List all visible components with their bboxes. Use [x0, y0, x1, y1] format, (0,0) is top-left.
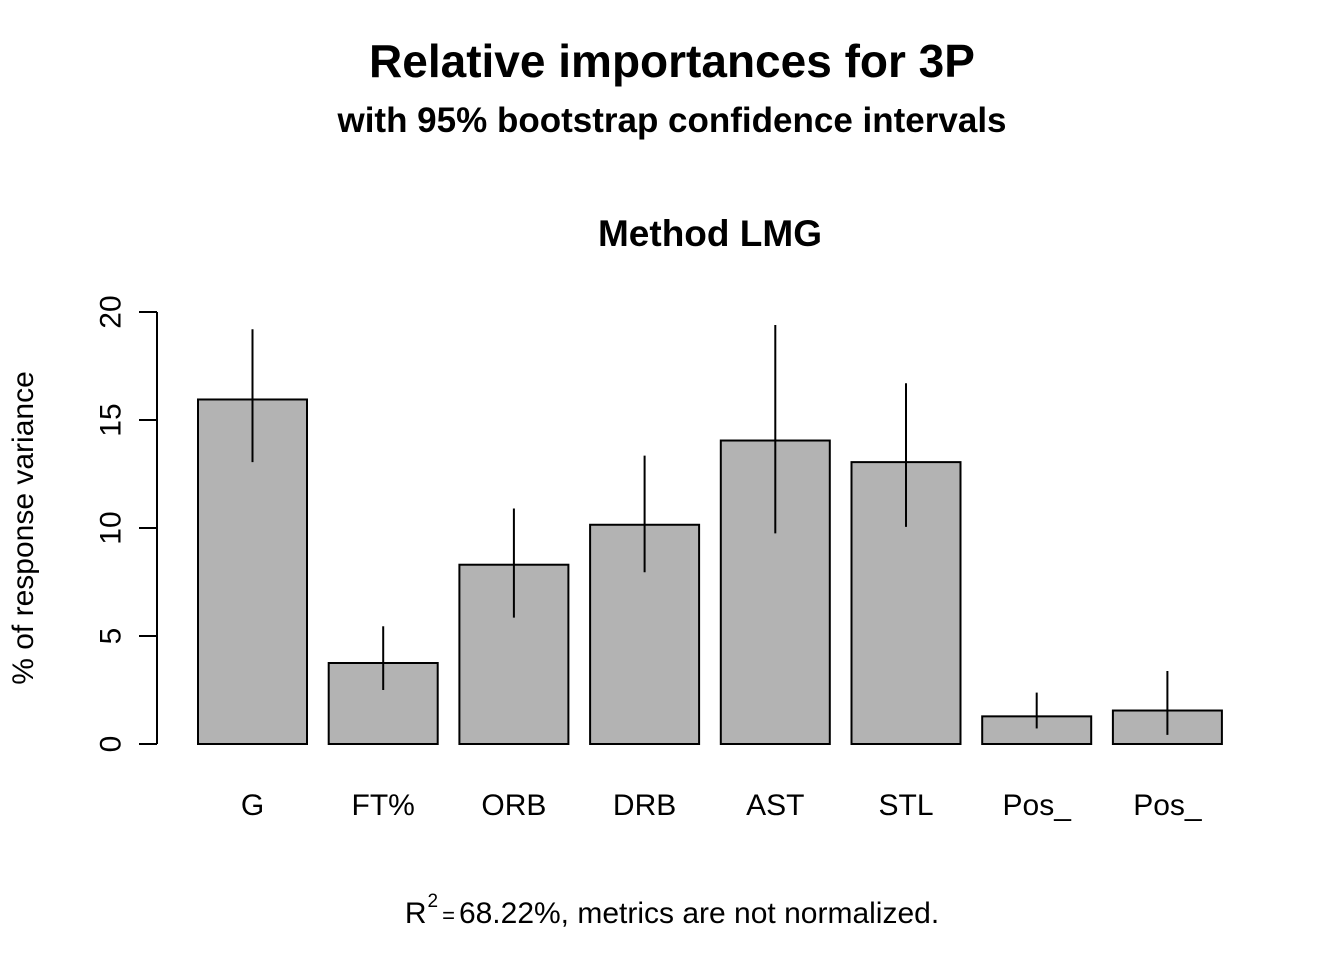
x-tick-label: DRB [613, 789, 676, 822]
x-tick-label: FT% [352, 789, 415, 822]
y-tick-label: 15 [95, 403, 128, 436]
y-tick-label: 5 [95, 628, 128, 645]
error-bars-group [251, 324, 1169, 735]
r-symbol: R [404, 897, 427, 930]
equals-sign: = [442, 903, 455, 928]
x-tick-label: Pos_ [1133, 789, 1203, 822]
r-squared-note: R2= 68.22%, metrics are not normalized. [0, 891, 1344, 938]
r-superscript: 2 [427, 891, 439, 912]
chart-subtitle: with 95% bootstrap confidence intervals [337, 101, 1007, 140]
x-tick-label: G [241, 789, 264, 822]
bars-group [197, 398, 1223, 746]
x-tick-label: AST [746, 789, 804, 822]
chart-title: Relative importances for 3P [369, 35, 975, 87]
r-squared-text: 68.22%, metrics are not normalized. [458, 897, 940, 930]
y-tick-label: 0 [95, 736, 128, 753]
x-tick-label: ORB [481, 789, 546, 822]
x-tick-label: STL [878, 789, 933, 822]
y-axis: 0 5 10 15 20 [95, 295, 158, 752]
x-tick-labels-group: G FT% ORB DRB AST STL Pos_ Pos_ [241, 789, 1203, 822]
y-tick-label: 10 [95, 511, 128, 544]
x-tick-label: Pos_ [1003, 789, 1073, 822]
y-tick-label: 20 [95, 295, 128, 328]
panel-title: Method LMG [597, 213, 822, 254]
